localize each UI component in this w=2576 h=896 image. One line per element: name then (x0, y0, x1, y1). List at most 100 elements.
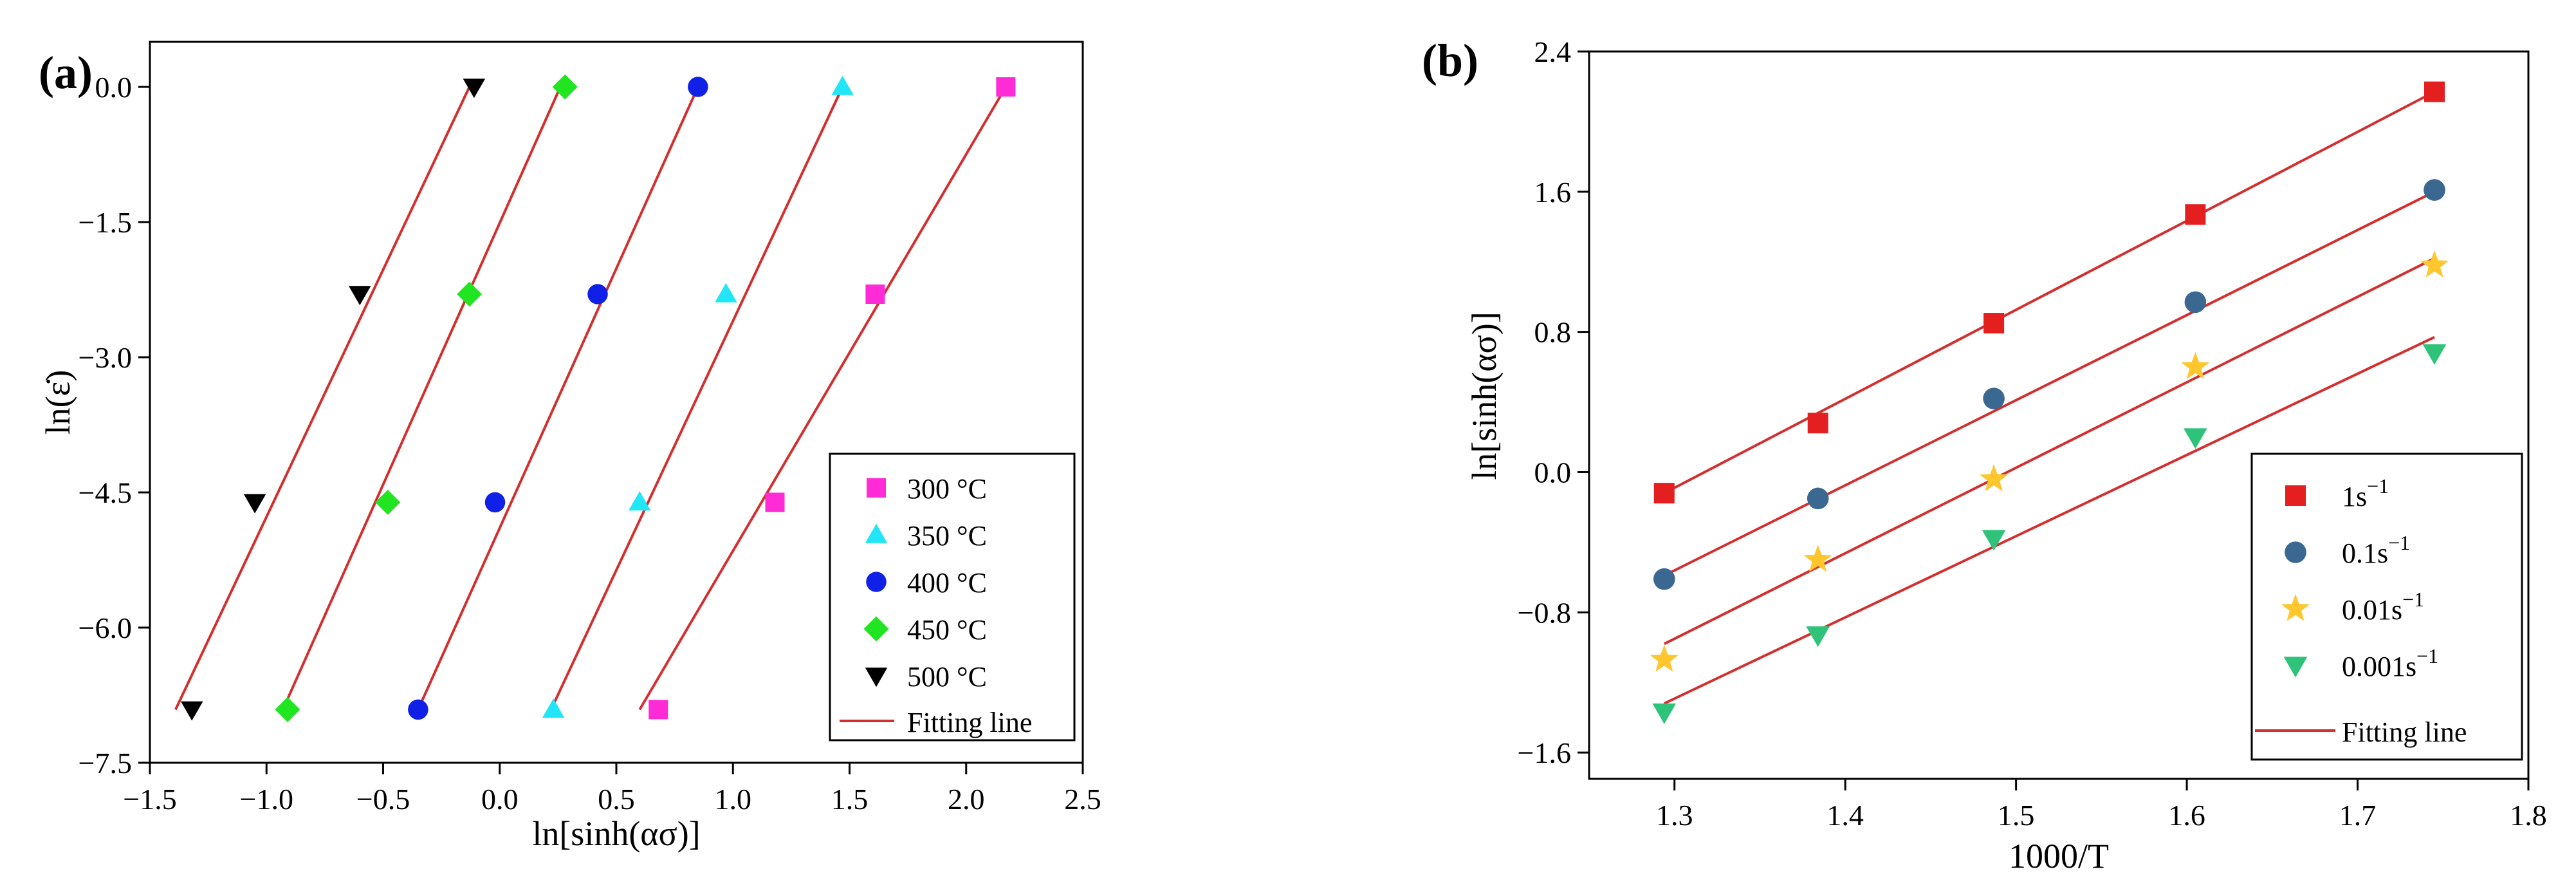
data-point-series-4 (552, 74, 578, 100)
legend-marker-1 (867, 478, 886, 498)
panel-b-legend-items: 1s−1 0.1s−1 0.01s−1 0.001s−1 (2281, 474, 2438, 682)
x-tick-label: 0.5 (598, 783, 635, 816)
panel-b: (b) 1.3 1.4 1.5 1.6 1.7 1.8 2.4 1.6 0.8 0.0 −0.8 −1… (1422, 35, 2547, 875)
data-point-series-3 (587, 284, 608, 304)
legend-marker-4 (2283, 657, 2308, 678)
fit-line-series-5 (174, 86, 471, 711)
panel-a-points (181, 74, 1016, 722)
data-point-series-3 (484, 492, 506, 513)
y-tick-label: −1.6 (1518, 736, 1571, 769)
panel-a-legend-items: 300 °C 350 °C 400 °C 450 °C 500 °C (863, 473, 987, 693)
data-point-series-1 (865, 285, 885, 304)
legend-marker-1 (2285, 485, 2306, 506)
legend-label-3: 0.01s−1 (2342, 588, 2424, 626)
panel-b-y-axis-label: ln[sinh(ασ)] (1465, 312, 1504, 480)
x-tick-label: 1.3 (1656, 799, 1693, 832)
legend-label-3: 400 °C (907, 567, 987, 599)
panel-b-x-axis-label: 1000/T (2009, 837, 2109, 875)
y-tick-label: 1.6 (1534, 176, 1572, 209)
data-point-series-1 (1653, 483, 1675, 504)
data-point-series-5 (349, 286, 371, 306)
fit-line-series-1 (1663, 90, 2435, 494)
data-point-series-1 (996, 77, 1016, 97)
legend-label-2: 0.1s−1 (2342, 531, 2410, 569)
y-tick-label: −6.0 (78, 611, 132, 644)
data-point-series-3 (408, 699, 428, 720)
panel-a-legend-box (829, 453, 1076, 742)
data-point-series-4 (1806, 626, 1830, 648)
fit-line-series-2 (1663, 191, 2435, 577)
data-point-series-4 (457, 281, 483, 307)
data-point-series-3 (1650, 644, 1679, 672)
panel-a: (a) −1.5 −1.0 −0.5 0.0 0.5 1.0 1.5 2.0 2.50.0−1.… (39, 41, 1101, 853)
data-point-series-1 (2185, 204, 2206, 225)
data-point-series-1 (2424, 81, 2445, 102)
x-tick-label: 1.5 (831, 783, 869, 816)
y-tick-label: 0.0 (1534, 456, 1572, 489)
data-point-series-3 (1803, 545, 1832, 572)
data-point-series-5 (243, 494, 266, 514)
x-tick-label: 2.0 (948, 783, 985, 816)
data-point-series-4 (1982, 530, 2006, 551)
fit-line-series-4 (281, 86, 562, 711)
legend-label-1: 300 °C (907, 473, 987, 505)
data-point-series-2 (831, 75, 854, 95)
legend-label-1: 1s−1 (2342, 474, 2389, 512)
legend-marker-5 (865, 667, 888, 687)
legend-marker-2 (865, 523, 888, 543)
data-point-series-1 (1807, 413, 1828, 434)
data-point-series-2 (1983, 387, 2005, 409)
panel-a-legend-fit-label: Fitting line (907, 707, 1032, 738)
data-point-series-4 (275, 696, 300, 722)
data-point-series-3 (1980, 464, 2009, 492)
x-tick-label: 2.5 (1064, 783, 1101, 816)
data-point-series-5 (463, 79, 486, 98)
data-point-series-1 (1983, 313, 2005, 334)
fit-line-series-1 (638, 86, 1007, 711)
x-tick-label: 1.0 (715, 783, 752, 816)
panel-b-legend-fit-label: Fitting line (2342, 716, 2467, 748)
data-point-series-2 (2184, 291, 2207, 313)
y-tick-label: 2.4 (1534, 35, 1572, 68)
data-point-series-2 (629, 491, 651, 511)
panel-b-plot-frame (1588, 50, 2530, 780)
data-point-series-3 (2181, 351, 2210, 379)
x-tick-label: 1.4 (1826, 799, 1864, 832)
data-point-series-2 (1653, 568, 1675, 590)
panel-a-y-axis-label: ln(ε̇) (39, 370, 77, 435)
legend-marker-3 (2281, 593, 2310, 621)
x-tick-label: 1.5 (1998, 799, 2035, 832)
legend-label-4: 0.001s−1 (2342, 644, 2438, 682)
legend-marker-3 (866, 572, 887, 592)
data-point-series-4 (2422, 344, 2447, 365)
fit-line-series-4 (1663, 336, 2435, 705)
panel-b-ticks: 1.3 1.4 1.5 1.6 1.7 1.8 2.4 1.6 0.8 0.0 −0.8 −1.6 (1518, 35, 2547, 832)
x-tick-label: −1.5 (123, 783, 176, 816)
data-point-series-2 (1807, 487, 1829, 510)
y-tick-label: −1.5 (78, 206, 132, 239)
x-tick-label: 0.0 (481, 783, 519, 816)
y-tick-label: −0.8 (1518, 596, 1571, 629)
data-point-series-3 (688, 77, 708, 97)
data-point-series-1 (649, 700, 668, 720)
fit-line-series-3 (1663, 257, 2435, 646)
panel-a-ticks: −1.5 −1.0 −0.5 0.0 0.5 1.0 1.5 2.0 2.5 0.0 −1.5 −3.… (78, 71, 1101, 816)
data-point-series-1 (765, 492, 785, 512)
panel-a-fit-lines (174, 86, 1007, 711)
fit-line-series-2 (549, 86, 844, 711)
data-point-series-3 (2420, 250, 2449, 277)
x-tick-label: 1.6 (2168, 799, 2205, 832)
panel-a-label: (a) (39, 47, 93, 98)
panel-a-x-axis-label: ln[sinh(ασ)] (532, 814, 700, 853)
panel-b-fit-lines (1663, 90, 2435, 705)
x-tick-label: 1.8 (2510, 799, 2547, 832)
data-point-series-4 (1652, 703, 1677, 724)
y-tick-label: −4.5 (78, 476, 132, 509)
panel-b-legend: 1s−1 0.1s−1 0.01s−1 0.001s−1 Fitting line (2250, 453, 2523, 761)
panel-b-points (1650, 81, 2449, 724)
data-point-series-2 (715, 283, 737, 303)
y-tick-label: 0.8 (1534, 316, 1572, 349)
data-point-series-2 (2424, 179, 2445, 201)
legend-label-2: 350 °C (907, 520, 987, 552)
